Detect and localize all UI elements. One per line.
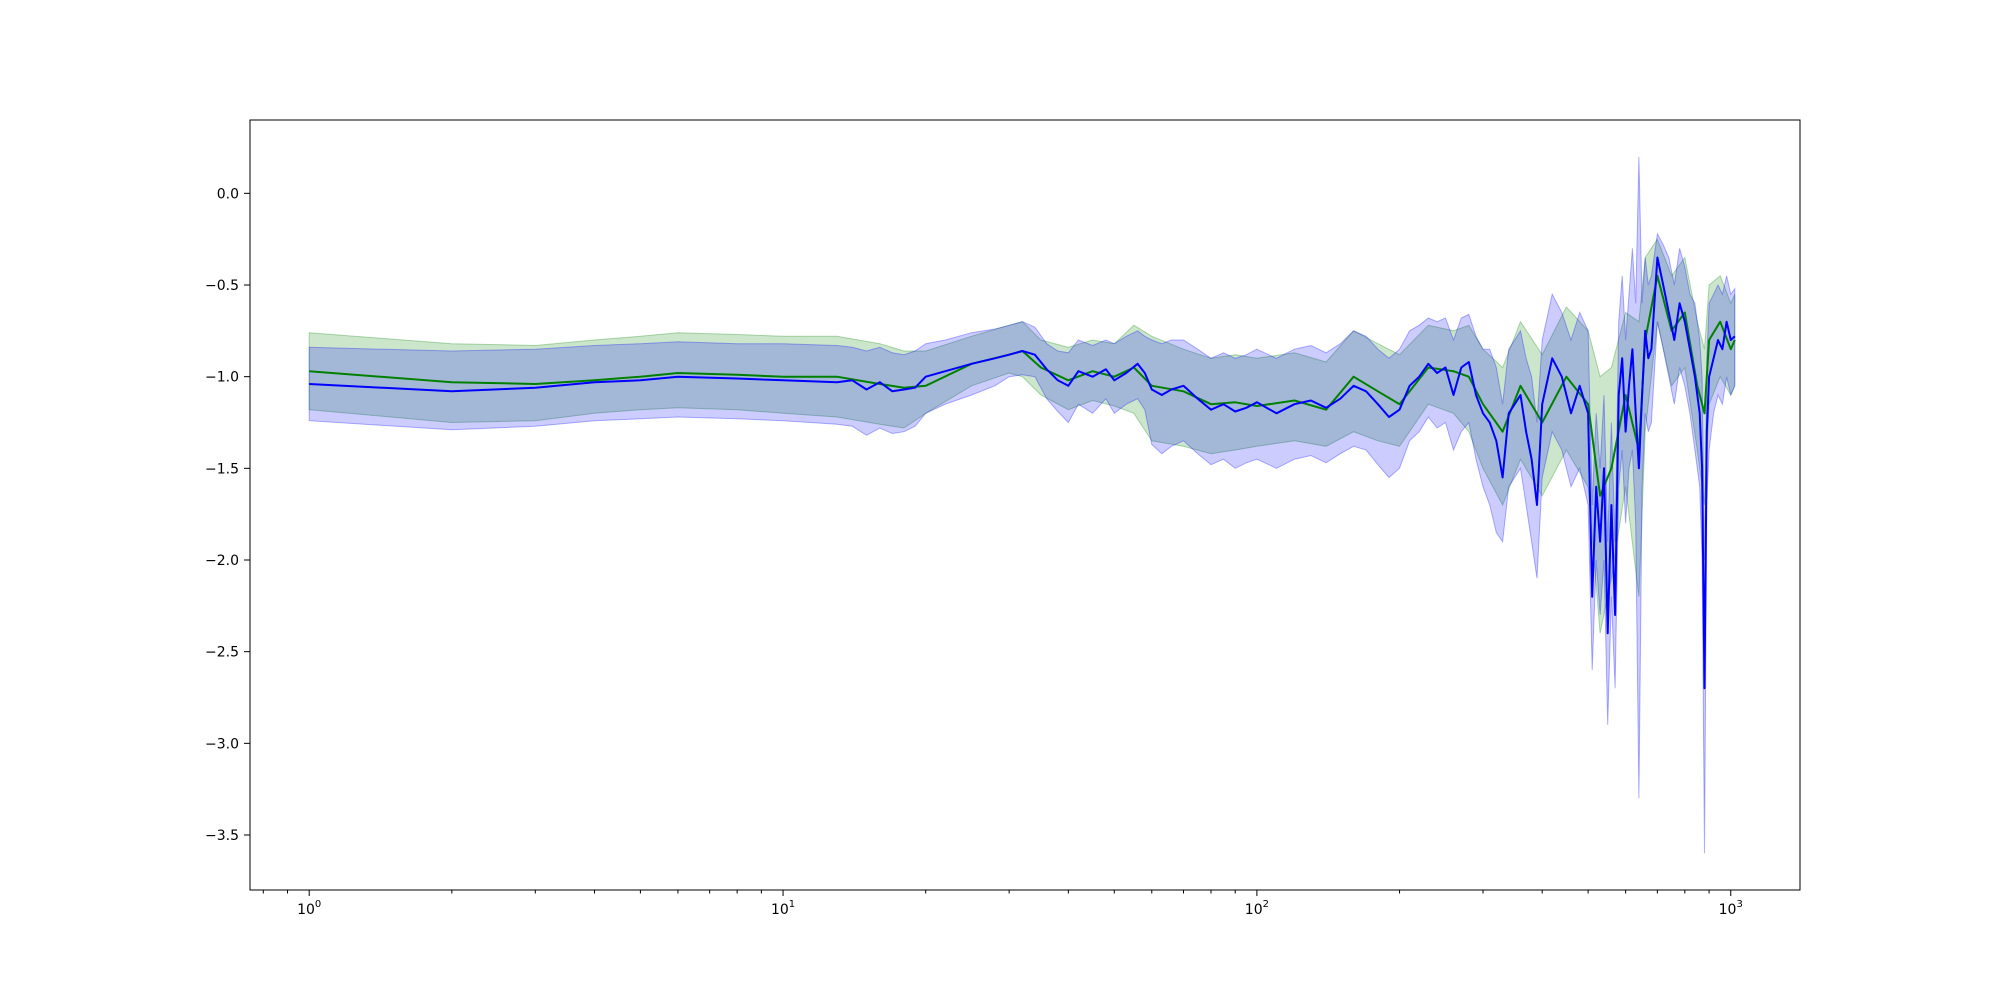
- y-tick-label: −1.0: [205, 370, 239, 386]
- y-tick-label: −1.5: [205, 461, 239, 477]
- x-tick-label: 103: [1719, 899, 1743, 918]
- y-tick-label: −3.5: [205, 828, 239, 844]
- axes-frame: [249, 119, 1801, 891]
- series-1-band: [308, 156, 1736, 854]
- series-0-line: [309, 274, 1736, 497]
- y-tick-label: 0.0: [217, 186, 239, 202]
- y-tick-label: −2.5: [205, 645, 239, 661]
- series-1-line: [309, 256, 1736, 690]
- axis-ticks: 100 101 102 103 0.0 −0.5 −1.0 −1.5 −2.0 −2.5 −3.0 −…: [205, 186, 1743, 918]
- y-tick-label: −2.0: [205, 553, 239, 569]
- y-tick-label: −3.0: [205, 736, 239, 752]
- x-tick-label: 100: [297, 899, 321, 918]
- plot-area: [308, 156, 1736, 854]
- series-0-band: [308, 238, 1736, 634]
- x-tick-label: 101: [771, 899, 795, 918]
- x-tick-label: 102: [1245, 899, 1269, 918]
- y-tick-label: −0.5: [205, 278, 239, 294]
